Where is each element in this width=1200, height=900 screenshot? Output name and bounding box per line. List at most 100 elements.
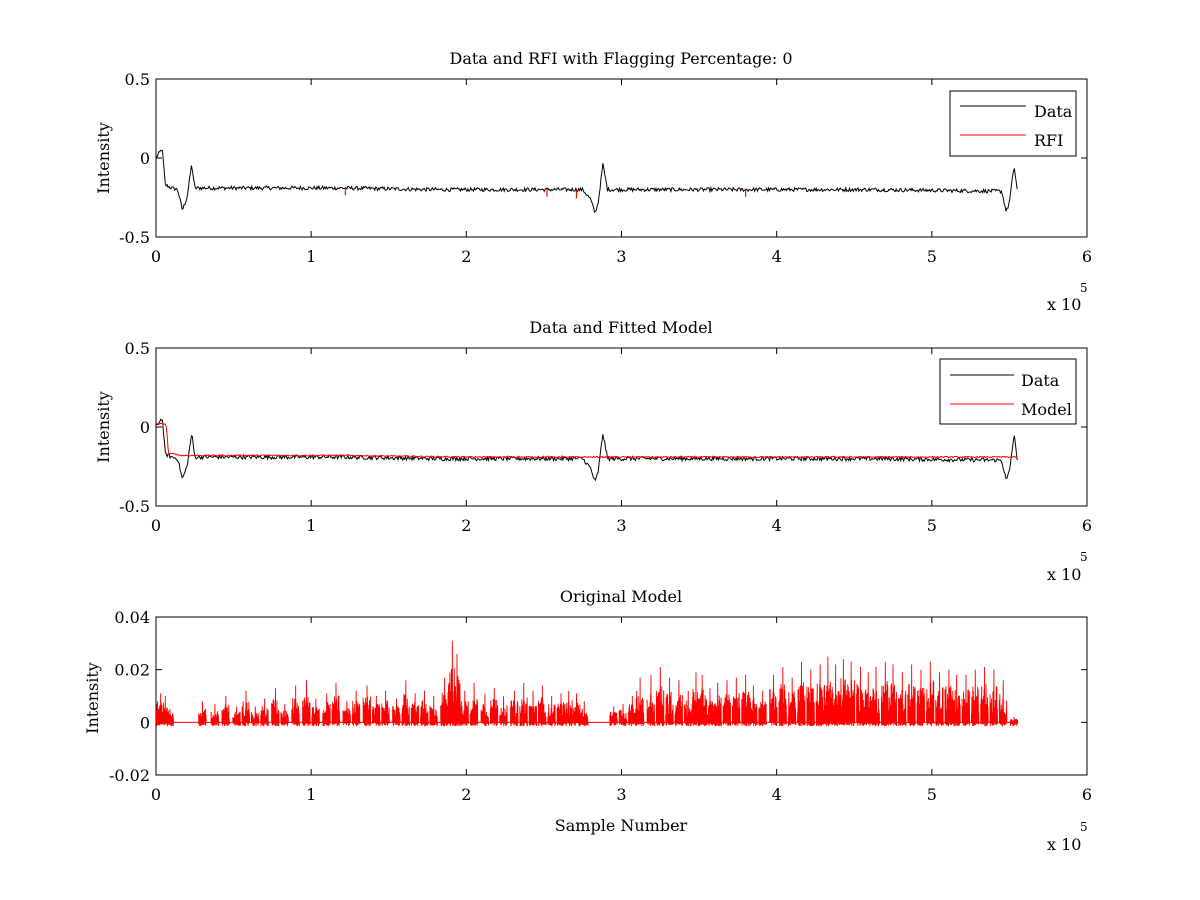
model-spike bbox=[460, 690, 470, 727]
y-tick-label: 0.5 bbox=[125, 70, 150, 89]
x-tick-label: 2 bbox=[461, 516, 471, 535]
model-spike bbox=[351, 690, 361, 727]
y-tick-label: 0.5 bbox=[125, 339, 150, 358]
model-spike bbox=[342, 701, 352, 726]
model-spike bbox=[302, 680, 311, 727]
legend-label-model: Model bbox=[1021, 400, 1072, 419]
model-spike bbox=[749, 685, 758, 726]
model-spike bbox=[579, 701, 589, 727]
y-tick-label: 0.02 bbox=[114, 661, 150, 680]
model-spike bbox=[311, 698, 321, 727]
model-spike bbox=[547, 695, 556, 727]
model-spike bbox=[888, 664, 898, 727]
model-spike bbox=[646, 674, 656, 727]
plot-area bbox=[155, 347, 1088, 507]
y-axis-label: Intensity bbox=[94, 391, 113, 463]
model-spike bbox=[674, 680, 684, 726]
model-spike bbox=[722, 680, 732, 727]
model-spike bbox=[731, 677, 741, 726]
model-spike bbox=[499, 695, 508, 727]
model-spike bbox=[452, 653, 462, 727]
x-axis: 0 1 2 3 4 5 6 bbox=[151, 348, 1092, 535]
model-spike bbox=[989, 669, 999, 727]
series-line-data bbox=[156, 149, 1018, 214]
model-spike bbox=[556, 693, 566, 727]
model-spike bbox=[538, 685, 547, 727]
x-tick-label: 6 bbox=[1082, 247, 1092, 266]
x-tick-label: 4 bbox=[772, 516, 782, 535]
x-exponent-power: 5 bbox=[1080, 820, 1088, 834]
model-spike bbox=[787, 677, 797, 727]
model-spike bbox=[510, 690, 519, 727]
subplot-title: Original Model bbox=[560, 587, 682, 606]
y-tick-label: 0 bbox=[140, 149, 150, 168]
model-spike bbox=[489, 688, 499, 726]
series-clip bbox=[156, 418, 1018, 482]
model-spike bbox=[260, 698, 269, 727]
y-tick-label: 0.04 bbox=[114, 608, 150, 627]
model-spike bbox=[846, 661, 856, 726]
model-spike bbox=[944, 669, 954, 727]
y-tick-label: -0.02 bbox=[109, 766, 150, 785]
model-spike bbox=[440, 677, 449, 727]
legend-label-data: Data bbox=[1021, 371, 1060, 390]
model-spike bbox=[815, 664, 825, 727]
series-group bbox=[156, 640, 1019, 727]
x-tick-label: 1 bbox=[306, 516, 316, 535]
x-tick-label: 2 bbox=[461, 247, 471, 266]
model-spike bbox=[806, 669, 816, 727]
legend: Data Model bbox=[939, 358, 1077, 425]
model-spike bbox=[635, 677, 645, 727]
legend-label-rfi: RFI bbox=[1034, 131, 1063, 150]
x-tick-label: 0 bbox=[151, 247, 161, 266]
model-spike bbox=[429, 695, 439, 726]
model-spike bbox=[232, 706, 242, 727]
model-spike bbox=[528, 690, 538, 726]
x-tick-label: 6 bbox=[1082, 785, 1092, 804]
x-tick-label: 4 bbox=[772, 785, 782, 804]
legend-box bbox=[939, 358, 1077, 425]
model-spike bbox=[392, 698, 401, 727]
y-axis-label: Intensity bbox=[94, 122, 113, 194]
x-tick-label: 4 bbox=[772, 247, 782, 266]
model-spike bbox=[221, 695, 231, 727]
model-spike bbox=[665, 677, 674, 726]
model-spike bbox=[655, 667, 665, 727]
series-group bbox=[156, 418, 1018, 482]
model-spike bbox=[697, 674, 707, 726]
model-spike bbox=[831, 664, 840, 727]
plot-area bbox=[155, 78, 1088, 238]
series-group bbox=[156, 149, 1018, 214]
series-clip bbox=[156, 640, 1019, 727]
subplot-title: Data and RFI with Flagging Percentage: 0 bbox=[449, 49, 792, 68]
subplot-title: Data and Fitted Model bbox=[529, 318, 712, 337]
x-tick-label: 6 bbox=[1082, 516, 1092, 535]
model-spike bbox=[961, 674, 971, 727]
y-tick-label: 0 bbox=[140, 713, 150, 732]
model-spike bbox=[469, 682, 479, 726]
model-spike bbox=[572, 693, 581, 727]
x-tick-label: 0 bbox=[151, 516, 161, 535]
x-tick-label: 3 bbox=[616, 785, 626, 804]
x-tick-label: 0 bbox=[151, 785, 161, 804]
model-spike bbox=[880, 661, 890, 727]
x-tick-label: 1 bbox=[306, 785, 316, 804]
model-spike bbox=[210, 703, 220, 727]
model-spike bbox=[925, 661, 935, 727]
y-tick-label: 0 bbox=[140, 418, 150, 437]
model-spike bbox=[165, 709, 175, 727]
y-axis: 0.5 0 -0.5 bbox=[119, 339, 1087, 516]
series-line-data bbox=[156, 418, 1018, 482]
model-spike bbox=[898, 672, 907, 727]
model-spike bbox=[758, 690, 768, 727]
model-spike bbox=[705, 688, 715, 727]
x-tick-label: 5 bbox=[927, 247, 937, 266]
model-spike bbox=[420, 690, 429, 727]
series-line-model bbox=[156, 422, 1018, 459]
model-spike bbox=[1009, 717, 1019, 727]
legend-label-data: Data bbox=[1034, 102, 1073, 121]
model-spike bbox=[564, 690, 573, 727]
model-spike bbox=[271, 688, 280, 727]
model-spike bbox=[797, 661, 806, 727]
